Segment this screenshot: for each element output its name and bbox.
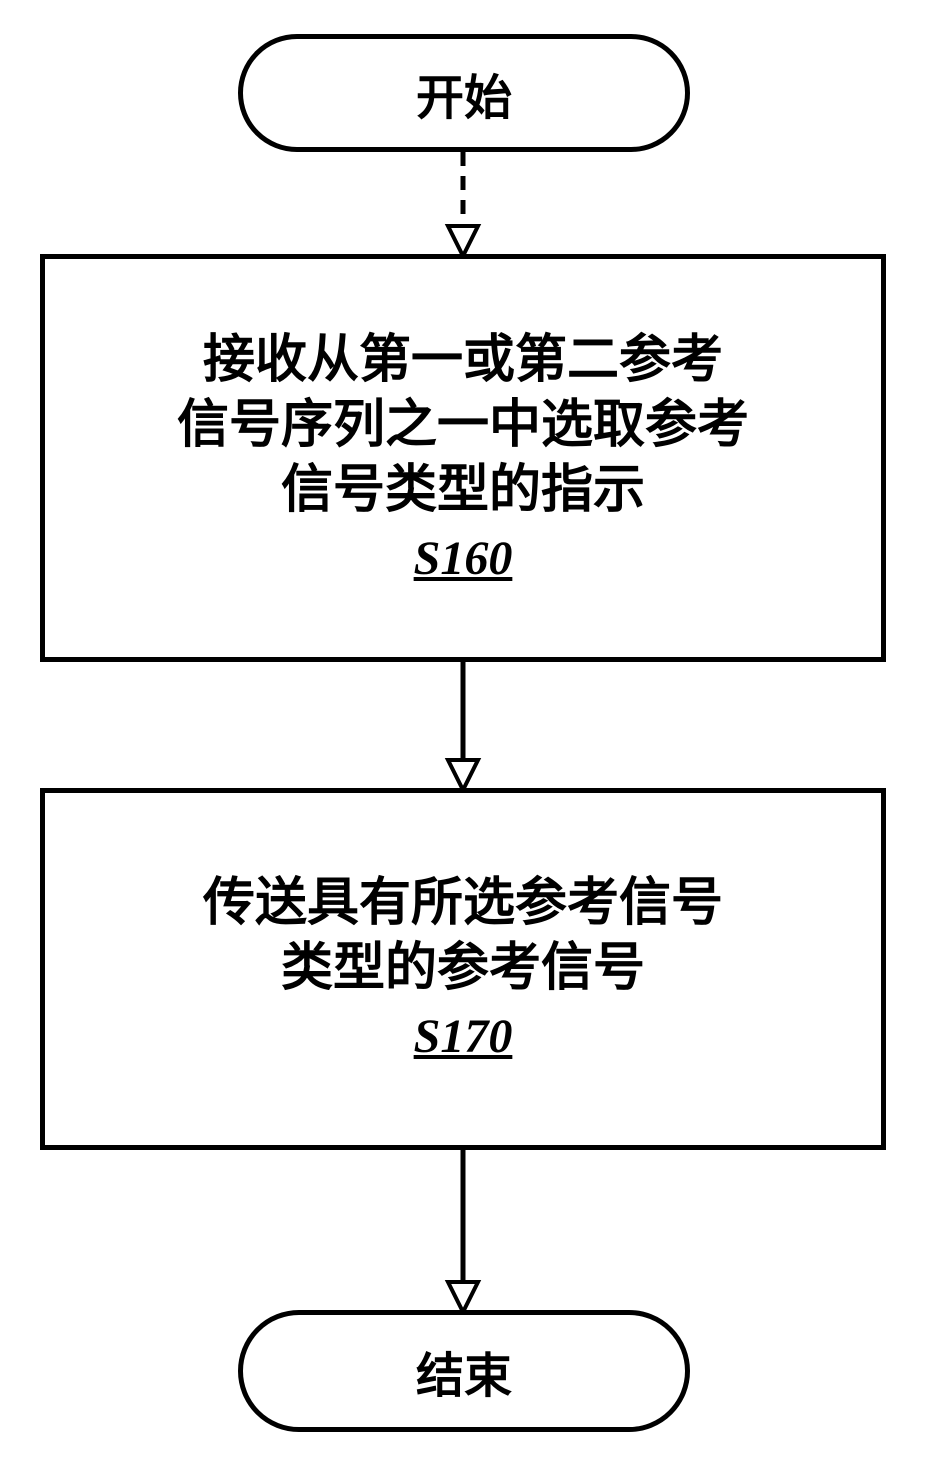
end-label: 结束 (416, 1336, 512, 1406)
flow-end: 结束 (238, 1310, 690, 1432)
edge-s170-end (0, 0, 926, 1320)
